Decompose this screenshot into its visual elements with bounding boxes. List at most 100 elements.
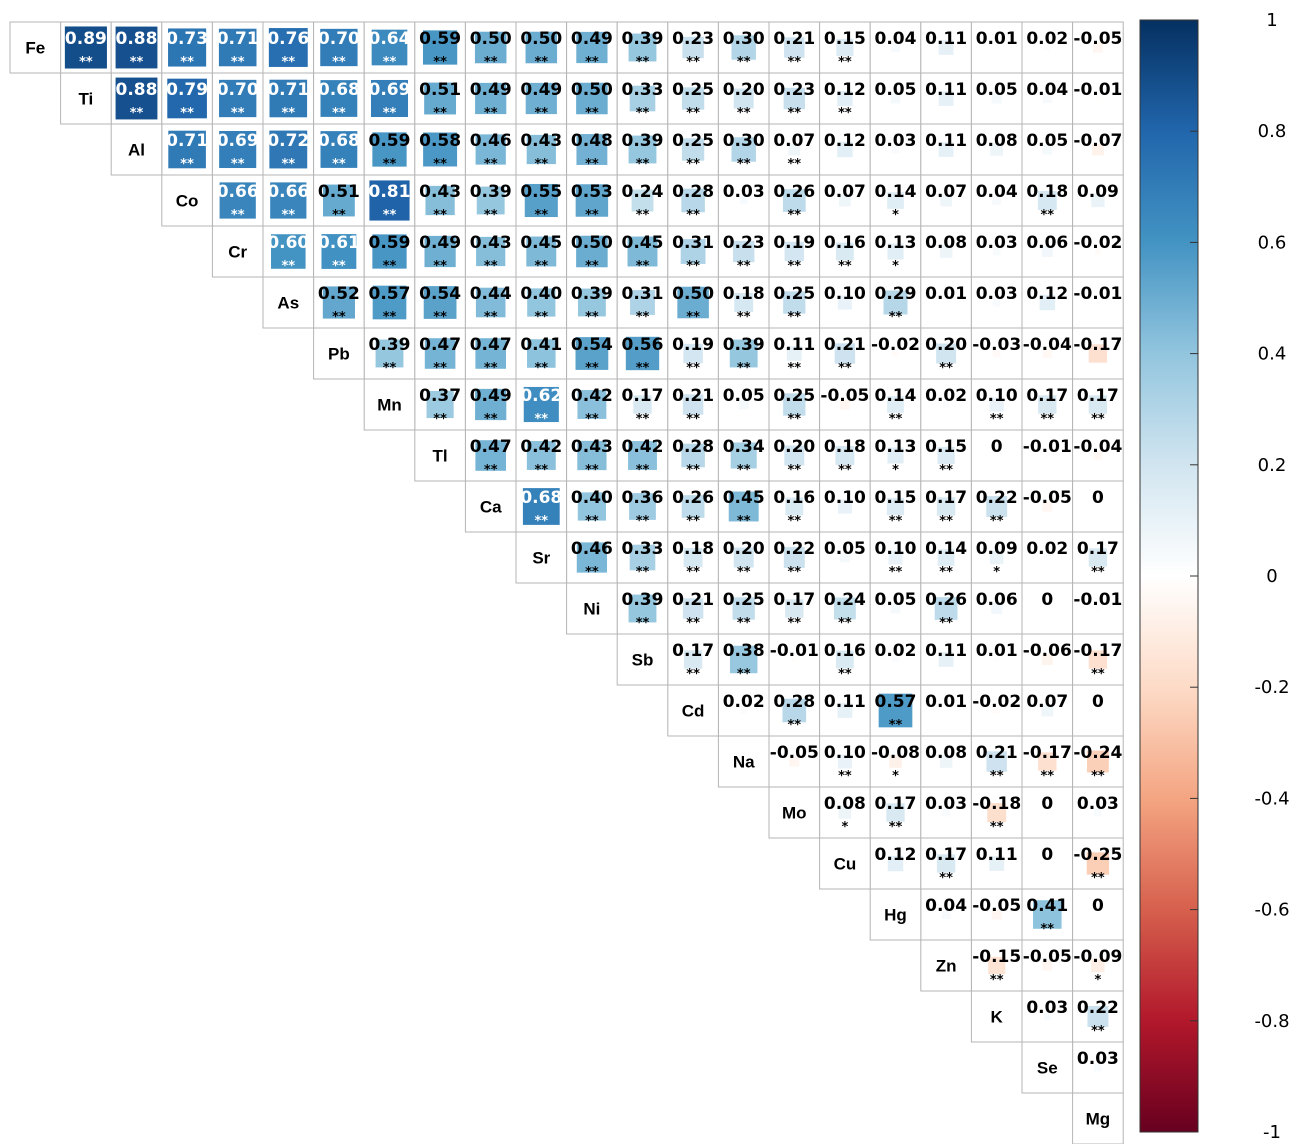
cell-square xyxy=(988,956,1006,975)
cell-square xyxy=(1038,752,1057,771)
cell-value: 0.50 xyxy=(470,29,512,49)
cell-value: 0.10 xyxy=(875,539,917,559)
cell-value: 0.11 xyxy=(925,29,967,49)
cell-square xyxy=(943,708,949,713)
cell-square xyxy=(523,386,559,423)
cell-value: 0.23 xyxy=(773,80,815,100)
cell-value: 0.34 xyxy=(723,437,765,457)
cell-square xyxy=(522,488,560,525)
significance-mark: ** xyxy=(636,361,650,376)
significance-mark: ** xyxy=(636,514,650,529)
variable-label-zn: Zn xyxy=(936,957,957,976)
diagonal-cell xyxy=(970,990,1023,1043)
cell-square xyxy=(943,300,949,305)
significance-mark: ** xyxy=(281,106,295,121)
significance-mark: ** xyxy=(332,157,346,172)
significance-mark: * xyxy=(1094,973,1101,988)
significance-mark: ** xyxy=(585,55,599,70)
cell-value: 0 xyxy=(991,437,1003,457)
significance-mark: ** xyxy=(484,208,498,223)
significance-mark: ** xyxy=(383,55,397,70)
cell-value: 0.51 xyxy=(318,182,360,202)
cell-square xyxy=(219,79,257,118)
cell-value: 0.50 xyxy=(571,80,613,100)
cell-square xyxy=(1095,300,1101,305)
significance-mark: ** xyxy=(787,616,801,631)
cell-value: 0.88 xyxy=(116,29,158,49)
significance-mark: ** xyxy=(383,310,397,325)
diagonal-cell xyxy=(1072,1092,1124,1144)
colorbar-bar xyxy=(1139,19,1199,1133)
significance-mark: ** xyxy=(787,565,801,580)
significance-mark: ** xyxy=(484,361,498,376)
diagonal-cell xyxy=(869,888,922,941)
cell-square xyxy=(1042,501,1053,512)
cell-value: 0.68 xyxy=(318,80,360,100)
significance-mark: ** xyxy=(1091,667,1105,682)
cell-square xyxy=(784,37,805,58)
cell-square xyxy=(269,130,308,169)
variable-label-k: K xyxy=(991,1008,1004,1027)
cell-value: 0.06 xyxy=(1026,233,1068,253)
significance-mark: ** xyxy=(484,310,498,325)
cell-value: -0.08 xyxy=(871,743,920,763)
significance-mark: ** xyxy=(180,157,194,172)
cell-square xyxy=(1088,395,1108,414)
significance-mark: ** xyxy=(889,412,903,427)
cell-value: 0.20 xyxy=(925,335,967,355)
cell-value: 0.17 xyxy=(773,590,815,610)
cell-value: 0.09 xyxy=(1077,182,1119,202)
cell-value: 0.21 xyxy=(976,743,1018,763)
cell-square xyxy=(733,547,754,568)
cell-value: 0.11 xyxy=(824,692,866,712)
cell-value: 0.03 xyxy=(1077,1049,1119,1069)
significance-mark: ** xyxy=(636,463,650,478)
significance-mark: ** xyxy=(990,514,1004,529)
cell-value: -0.07 xyxy=(1073,131,1122,151)
significance-mark: ** xyxy=(787,106,801,121)
cell-square xyxy=(1091,958,1105,973)
cell-value: 0.42 xyxy=(571,386,613,406)
significance-mark: ** xyxy=(534,157,548,172)
cell-square xyxy=(836,38,854,57)
significance-mark: ** xyxy=(585,361,599,376)
significance-mark: ** xyxy=(889,565,903,580)
cell-square xyxy=(738,399,749,410)
significance-mark: ** xyxy=(484,412,498,427)
cell-square xyxy=(989,397,1004,412)
cell-value: 0.15 xyxy=(875,488,917,508)
cell-square xyxy=(1091,193,1105,208)
significance-mark: ** xyxy=(838,55,852,70)
cell-square xyxy=(1042,960,1053,971)
cell-square xyxy=(837,703,853,718)
diagonal-cell xyxy=(819,837,871,890)
cell-square xyxy=(320,131,358,168)
diagonal-cell xyxy=(60,72,112,125)
variable-label-mo: Mo xyxy=(782,804,807,823)
significance-mark: ** xyxy=(686,667,700,682)
cell-border-ca-mg xyxy=(1072,480,1124,533)
cell-value: 0.03 xyxy=(875,131,917,151)
cell-square xyxy=(936,854,956,873)
cell-value: 0.49 xyxy=(470,386,512,406)
cell-square xyxy=(838,806,852,819)
cell-square xyxy=(937,549,955,566)
diagonal-cell xyxy=(717,735,770,788)
cell-square xyxy=(986,751,1007,772)
cell-square xyxy=(1095,606,1101,611)
cell-square xyxy=(1042,349,1052,358)
significance-mark: ** xyxy=(939,565,953,580)
significance-mark: ** xyxy=(484,55,498,70)
cell-square xyxy=(677,286,709,319)
cell-value: -0.18 xyxy=(972,794,1021,814)
cell-square xyxy=(476,186,505,215)
significance-mark: ** xyxy=(787,463,801,478)
cell-value: 0.12 xyxy=(1026,284,1068,304)
cell-value: -0.05 xyxy=(972,896,1021,916)
cell-square xyxy=(682,36,704,59)
cell-square xyxy=(937,446,955,465)
cell-value: 0.39 xyxy=(622,590,664,610)
cell-square xyxy=(784,445,805,466)
cell-value: 0.06 xyxy=(976,590,1018,610)
cell-square xyxy=(1093,451,1103,460)
